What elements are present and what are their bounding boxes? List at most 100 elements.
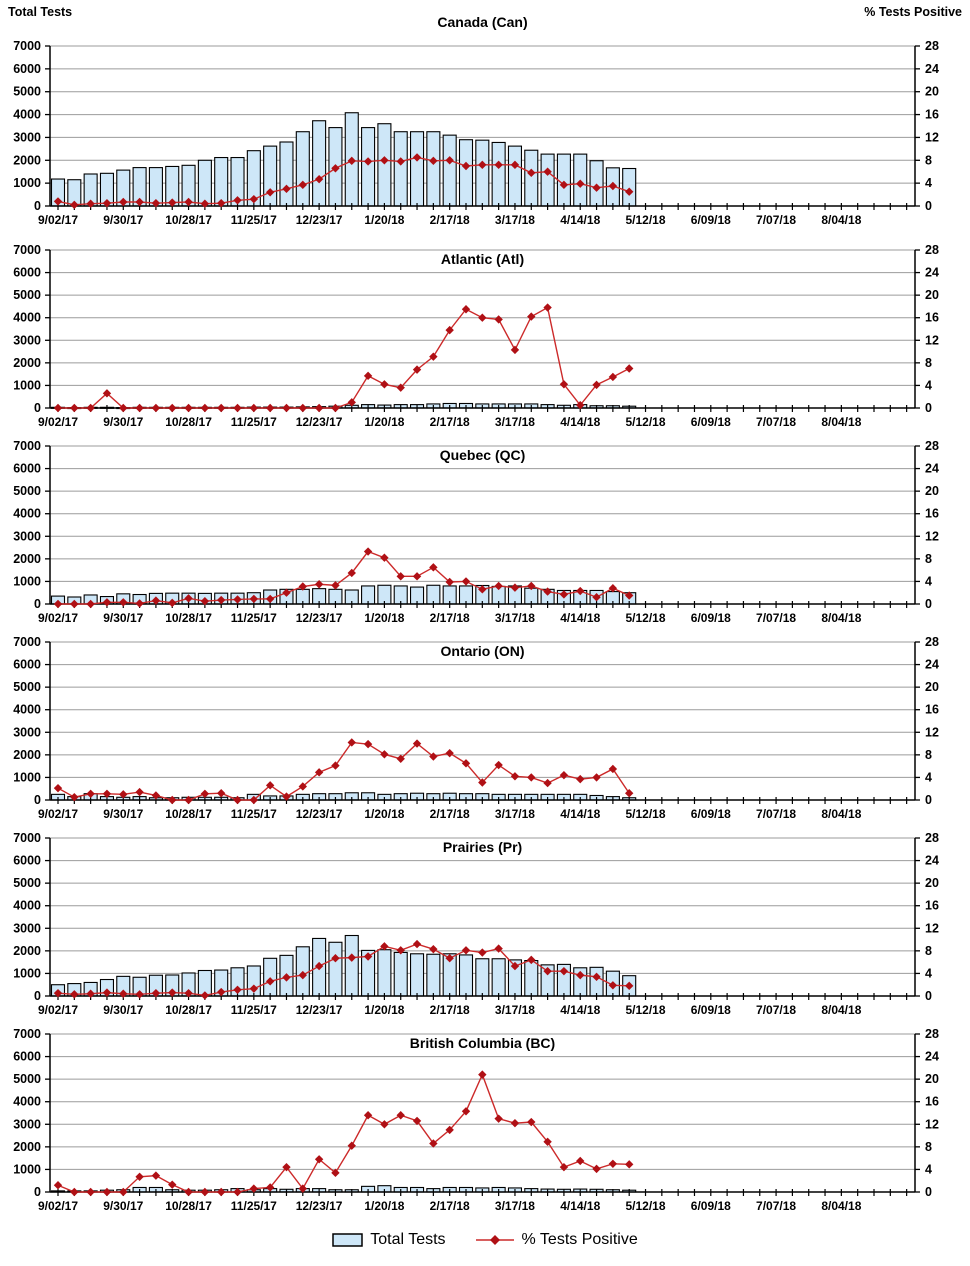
pct-positive-point <box>380 156 389 165</box>
pct-positive-point <box>151 596 161 605</box>
y-left-tick-label: 3000 <box>13 130 41 144</box>
chart-prairies-pr: 0 1000 2000 3000 4000 5000 6000 7000 0 4 8 12 16 20 24… <box>13 831 939 1017</box>
pct-positive-point <box>592 773 601 782</box>
pct-positive-point <box>559 1162 569 1172</box>
pct-positive-point <box>363 157 373 166</box>
bar <box>556 153 571 207</box>
pct-positive-point <box>70 1187 79 1197</box>
pct-positive-point <box>168 795 177 805</box>
y-right-tick-label: 16 <box>925 703 939 717</box>
y-right-tick-label: 12 <box>925 921 939 935</box>
x-tick-label: 9/30/17 <box>103 1199 143 1213</box>
pct-positive-point <box>461 1107 471 1116</box>
y-left-tick-label: 0 <box>34 199 41 213</box>
pct-positive-point <box>168 403 177 413</box>
y-left-tick-label: 7000 <box>13 1027 41 1041</box>
y-left-tick-label: 4000 <box>13 311 41 325</box>
pct-positive-point <box>478 1070 487 1079</box>
x-tick-label: 1/20/18 <box>364 1199 404 1213</box>
y-right-tick-label: 12 <box>925 529 939 543</box>
x-tick-label: 6/09/18 <box>691 415 731 429</box>
x-tick-label: 4/14/18 <box>560 415 600 429</box>
pct-positive-point <box>70 200 79 210</box>
legend-item-pct-positive: % Tests Positive <box>474 1231 638 1249</box>
pct-positive-point <box>265 1183 275 1192</box>
pct-positive-point <box>625 789 634 798</box>
y-left-tick-label: 3000 <box>13 921 41 935</box>
pct-positive-point <box>559 590 569 599</box>
y-left-tick-label: 1000 <box>13 966 41 980</box>
x-tick-label: 2/17/18 <box>430 213 470 227</box>
bar <box>295 131 310 207</box>
y-left-tick-label: 1000 <box>13 574 41 588</box>
pct-positive-point <box>119 403 128 413</box>
pct-positive-point <box>527 1117 536 1127</box>
x-tick-label: 11/25/17 <box>231 213 277 227</box>
y-left-tick-label: 5000 <box>13 85 41 99</box>
pct-positive-point <box>412 939 422 949</box>
pct-positive-point <box>233 595 242 604</box>
x-tick-label: 8/04/18 <box>821 415 861 429</box>
left-axis-title: Total Tests <box>8 5 72 19</box>
x-tick-label: 5/12/18 <box>625 415 665 429</box>
pct-positive-point <box>102 598 112 607</box>
pct-positive-point <box>412 153 422 162</box>
x-tick-label: 6/09/18 <box>691 807 731 821</box>
x-tick-label: 6/09/18 <box>691 611 731 625</box>
pct-positive-point <box>494 160 503 170</box>
pct-positive-point <box>412 572 422 581</box>
pct-positive-point <box>396 1111 405 1120</box>
y-left-tick-label: 7000 <box>13 635 41 649</box>
y-left-tick-label: 2000 <box>13 552 41 566</box>
pct-positive-point <box>478 948 487 957</box>
x-tick-label: 4/14/18 <box>560 807 600 821</box>
y-right-tick-label: 20 <box>925 85 939 99</box>
pct-positive-point <box>592 1164 601 1174</box>
x-tick-label: 2/17/18 <box>430 807 470 821</box>
x-tick-label: 5/12/18 <box>625 213 665 227</box>
x-tick-label: 8/04/18 <box>821 1199 861 1213</box>
x-tick-label: 11/25/17 <box>231 415 277 429</box>
y-right-tick-label: 24 <box>925 62 939 76</box>
bar <box>442 134 457 207</box>
pct-positive-point <box>445 325 454 335</box>
pct-positive-point <box>363 952 373 961</box>
x-tick-label: 11/25/17 <box>231 1003 277 1017</box>
bar <box>524 960 539 997</box>
pct-positive-point <box>543 167 552 176</box>
pct-positive-point <box>233 795 242 805</box>
pct-positive-point <box>527 168 536 178</box>
y-right-tick-label: 16 <box>925 1095 939 1109</box>
y-left-tick-label: 5000 <box>13 1072 41 1086</box>
y-left-tick-label: 2000 <box>13 356 41 370</box>
pct-positive-point <box>461 161 471 171</box>
x-tick-label: 9/30/17 <box>103 1003 143 1017</box>
bar <box>589 160 604 207</box>
y-left-tick-label: 1000 <box>13 1162 41 1176</box>
y-right-tick-label: 4 <box>925 378 932 392</box>
x-tick-label: 9/02/17 <box>38 807 78 821</box>
x-tick-label: 2/17/18 <box>430 415 470 429</box>
pct-positive-point <box>70 599 79 609</box>
x-tick-label: 10/28/17 <box>165 1003 212 1017</box>
pct-positive-point <box>494 315 503 324</box>
pct-positive-point <box>461 759 471 768</box>
x-tick-label: 11/25/17 <box>231 611 277 625</box>
charts-stack: 0 1000 2000 3000 4000 5000 6000 7000 0 4 8 12 16 20 24… <box>8 5 962 1213</box>
y-left-tick-label: 2000 <box>13 153 41 167</box>
y-right-tick-label: 20 <box>925 876 939 890</box>
x-tick-label: 4/14/18 <box>560 213 600 227</box>
y-right-tick-label: 4 <box>925 770 932 784</box>
pct-positive-point <box>347 156 356 166</box>
y-right-tick-label: 4 <box>925 1162 932 1176</box>
pct-positive-point <box>282 184 291 194</box>
x-tick-label: 2/17/18 <box>430 611 470 625</box>
y-right-tick-label: 28 <box>925 439 939 453</box>
pct-positive-point <box>135 1172 144 1181</box>
pct-positive-point <box>510 160 520 170</box>
bar <box>622 167 637 207</box>
pct-positive-point <box>461 946 471 955</box>
pct-positive-point <box>592 593 601 602</box>
y-left-tick-label: 1000 <box>13 770 41 784</box>
x-tick-label: 10/28/17 <box>165 611 212 625</box>
